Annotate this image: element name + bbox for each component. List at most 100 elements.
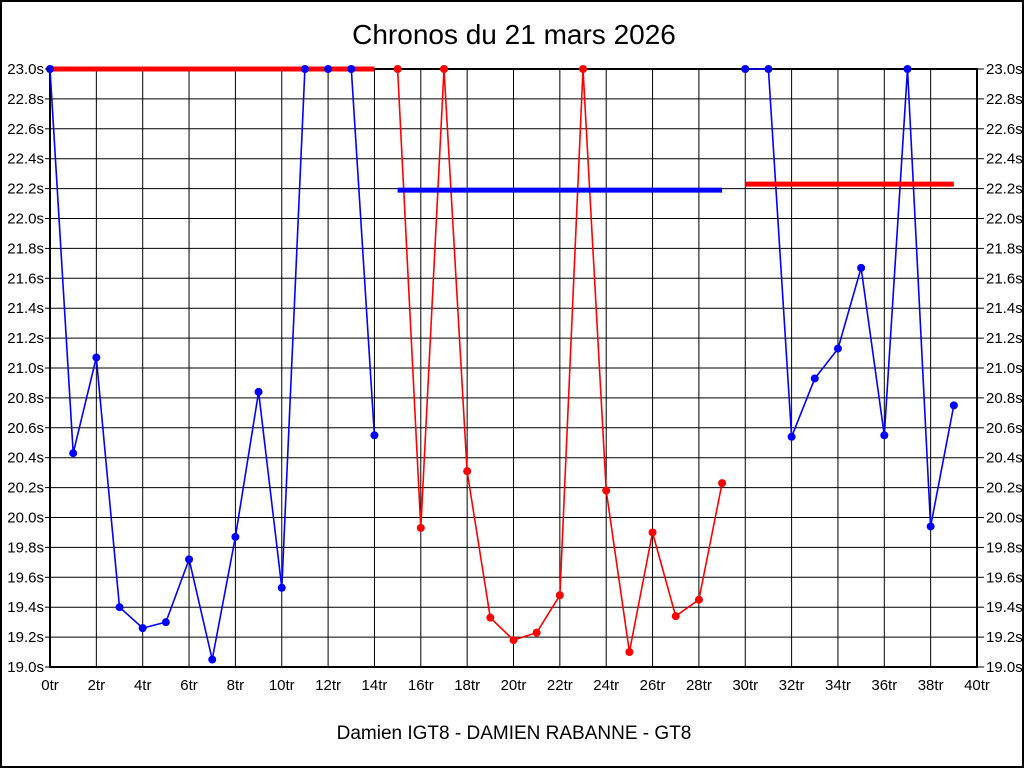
y-tick-label-left: 21.6s [7,270,44,287]
red-data-point [555,591,564,600]
y-tick-label-left: 20.0s [7,510,44,527]
reference-lines [50,66,954,193]
y-tick-label-right: 23.0s [986,61,1023,78]
x-tick-label: 6tr [180,677,198,694]
x-tick-label: 26tr [640,677,666,694]
red-data-point [463,467,472,476]
x-tick-label: 40tr [964,677,990,694]
y-tick-label-right: 19.2s [986,629,1023,646]
x-tick-label: 16tr [408,677,434,694]
y-tick-label-left: 21.4s [7,300,44,317]
blue-data-point [370,431,379,440]
y-tick-label-right: 19.6s [986,569,1023,586]
blue-data-point [231,532,240,541]
chart-title: Chronos du 21 mars 2026 [352,19,676,50]
red-data-point [393,65,402,73]
red-data-point [579,65,588,73]
blue-data-point [69,449,78,458]
y-tick-label-right: 22.8s [986,91,1023,108]
x-axis-tick-labels: 0tr 2tr 4tr 6tr 8tr 10tr 12tr 14tr 16tr 18tr 20tr 2… [41,677,990,694]
blue-data-point [880,431,889,440]
y-tick-label-left: 22.2s [7,181,44,198]
y-tick-label-left: 19.0s [7,659,44,676]
y-tick-label-right: 19.8s [986,539,1023,556]
red-data-point [718,479,727,488]
x-tick-label: 18tr [454,677,480,694]
blue-data-point [903,65,912,73]
blue-data-point [810,374,819,383]
y-tick-label-right: 20.2s [986,480,1023,497]
y-tick-label-left: 22.4s [7,151,44,168]
y-tick-label-left: 22.6s [7,121,44,138]
blue-data-point [92,353,101,362]
x-tick-label: 30tr [732,677,758,694]
blue-data-point [926,522,935,531]
y-tick-label-right: 21.8s [986,240,1023,257]
y-tick-label-right: 22.6s [986,121,1023,138]
y-tick-label-right: 21.0s [986,360,1023,377]
red-data-point [486,613,495,622]
y-tick-label-right: 20.4s [986,450,1023,467]
y-tick-label-left: 20.2s [7,480,44,497]
x-tick-label: 22tr [547,677,573,694]
x-tick-label: 32tr [779,677,805,694]
x-tick-label: 38tr [918,677,944,694]
y-tick-label-right: 21.6s [986,270,1023,287]
y-tick-label-right: 21.4s [986,300,1023,317]
y-tick-label-right: 21.2s [986,330,1023,347]
x-tick-label: 28tr [686,677,712,694]
footer-caption: Damien IGT8 - DAMIEN RABANNE - GT8 [337,723,692,744]
x-tick-label: 0tr [41,677,59,694]
series-lines [49,68,955,660]
y-tick-label-left: 20.4s [7,450,44,467]
red-data-point [416,523,425,532]
blue-series-line [49,68,955,660]
y-tick-label-left: 22.8s [7,91,44,108]
y-tick-label-right: 19.0s [986,659,1023,676]
blue-data-point [857,263,866,272]
y-tick-label-left: 21.8s [7,240,44,257]
y-tick-label-right: 22.0s [986,211,1023,228]
red-data-point [648,528,657,537]
x-tick-label: 2tr [88,677,106,694]
x-tick-label: 10tr [269,677,295,694]
blue-data-point [185,555,194,564]
y-tick-label-left: 19.4s [7,599,44,616]
blue-data-point [833,344,842,353]
blue-data-point [324,65,333,73]
x-tick-label: 24tr [593,677,619,694]
red-data-point [602,486,611,495]
y-tick-label-left: 21.0s [7,360,44,377]
blue-data-point [254,387,263,396]
y-tick-label-right: 20.8s [986,390,1023,407]
y-tick-label-right: 22.4s [986,151,1023,168]
red-data-point [625,648,634,657]
red-data-point [509,636,518,645]
blue-data-point [115,603,124,612]
blue-data-point [787,432,796,441]
blue-data-point [949,401,958,410]
x-tick-label: 20tr [501,677,527,694]
y-tick-label-left: 19.6s [7,569,44,586]
red-data-point [532,628,541,637]
y-tick-label-left: 20.8s [7,390,44,407]
y-tick-label-left: 19.8s [7,539,44,556]
y-tick-label-left: 20.6s [7,420,44,437]
red-data-point [671,612,680,621]
blue-data-point [300,65,309,73]
y-axis-tick-labels: 19.0s 19.0s 19.2s 19.2s 19.4s 19.4s 19.6s 19.6s… [7,61,1022,676]
blue-data-point [347,65,356,73]
red-data-point [694,595,703,604]
blue-data-point [764,65,773,73]
x-tick-label: 12tr [315,677,341,694]
grid-lines [50,69,977,667]
blue-data-point [208,655,217,664]
y-tick-label-right: 20.0s [986,510,1023,527]
y-tick-label-left: 23.0s [7,61,44,78]
y-tick-label-left: 19.2s [7,629,44,646]
y-tick-label-right: 20.6s [986,420,1023,437]
x-tick-label: 36tr [871,677,897,694]
x-tick-label: 4tr [134,677,152,694]
blue-data-point [741,65,750,73]
